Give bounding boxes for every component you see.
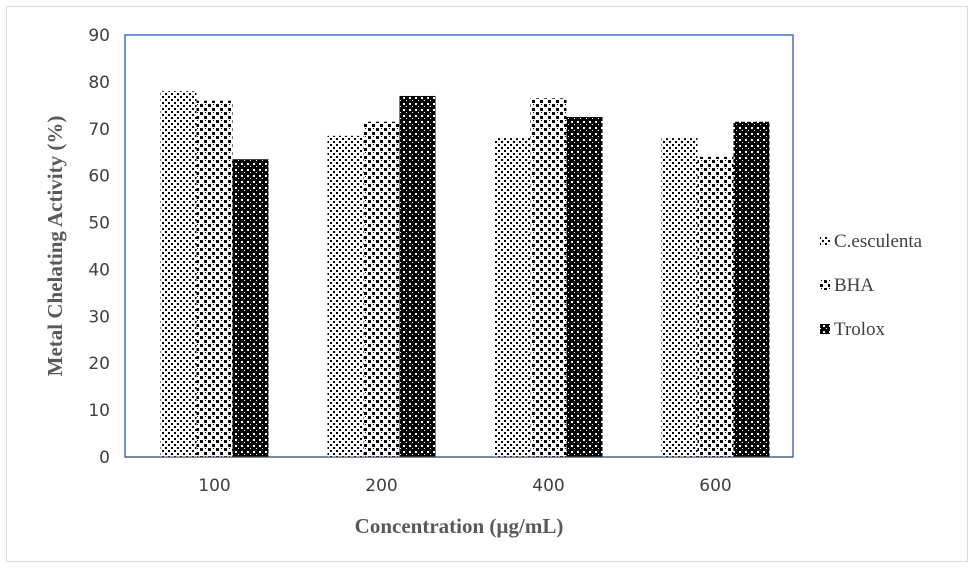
y-tick-label: 50 [88,214,110,234]
y-tick-label: 0 [99,448,110,468]
y-tick-label: 60 [88,167,110,187]
y-tick-label: 40 [88,260,110,280]
legend-swatch [820,324,830,334]
bars [160,91,770,458]
bar-bha-200 [363,121,400,457]
bar-trolox-100 [232,159,269,457]
y-tick-label: 30 [88,307,110,327]
x-tick-label: 600 [699,476,731,496]
legend-swatch [820,280,830,290]
legend-label: Trolox [834,319,886,340]
bar-c-esculenta-400 [494,138,531,457]
legend-label: BHA [834,275,874,296]
y-tick-label: 80 [88,73,110,93]
y-tick-label: 20 [88,354,110,374]
bar-c-esculenta-200 [327,135,364,458]
y-axis-ticks: 0 10 20 30 40 50 60 70 80 90 [88,26,110,468]
x-axis-title: Concentration (µg/mL) [355,514,564,538]
y-tick-label: 90 [88,26,110,46]
bar-trolox-600 [733,121,770,457]
bar-bha-600 [697,156,734,457]
y-axis-title: Metal Chelating Activity (%) [43,116,67,377]
bar-trolox-400 [566,117,603,458]
x-axis-ticks: 100 200 400 600 [198,476,731,496]
bar-trolox-200 [399,95,436,457]
x-tick-label: 100 [198,476,230,496]
bar-c-esculenta-600 [661,138,698,457]
bar-bha-400 [530,98,567,458]
y-tick-label: 70 [88,120,110,140]
bar-c-esculenta-100 [160,91,197,458]
x-tick-label: 200 [365,476,397,496]
legend-label: C.esculenta [834,231,923,252]
y-tick-label: 10 [88,401,110,421]
legend-swatch [820,236,830,246]
legend: C.esculenta BHA Trolox [820,231,923,340]
x-tick-label: 400 [532,476,564,496]
bar-bha-100 [196,100,233,458]
